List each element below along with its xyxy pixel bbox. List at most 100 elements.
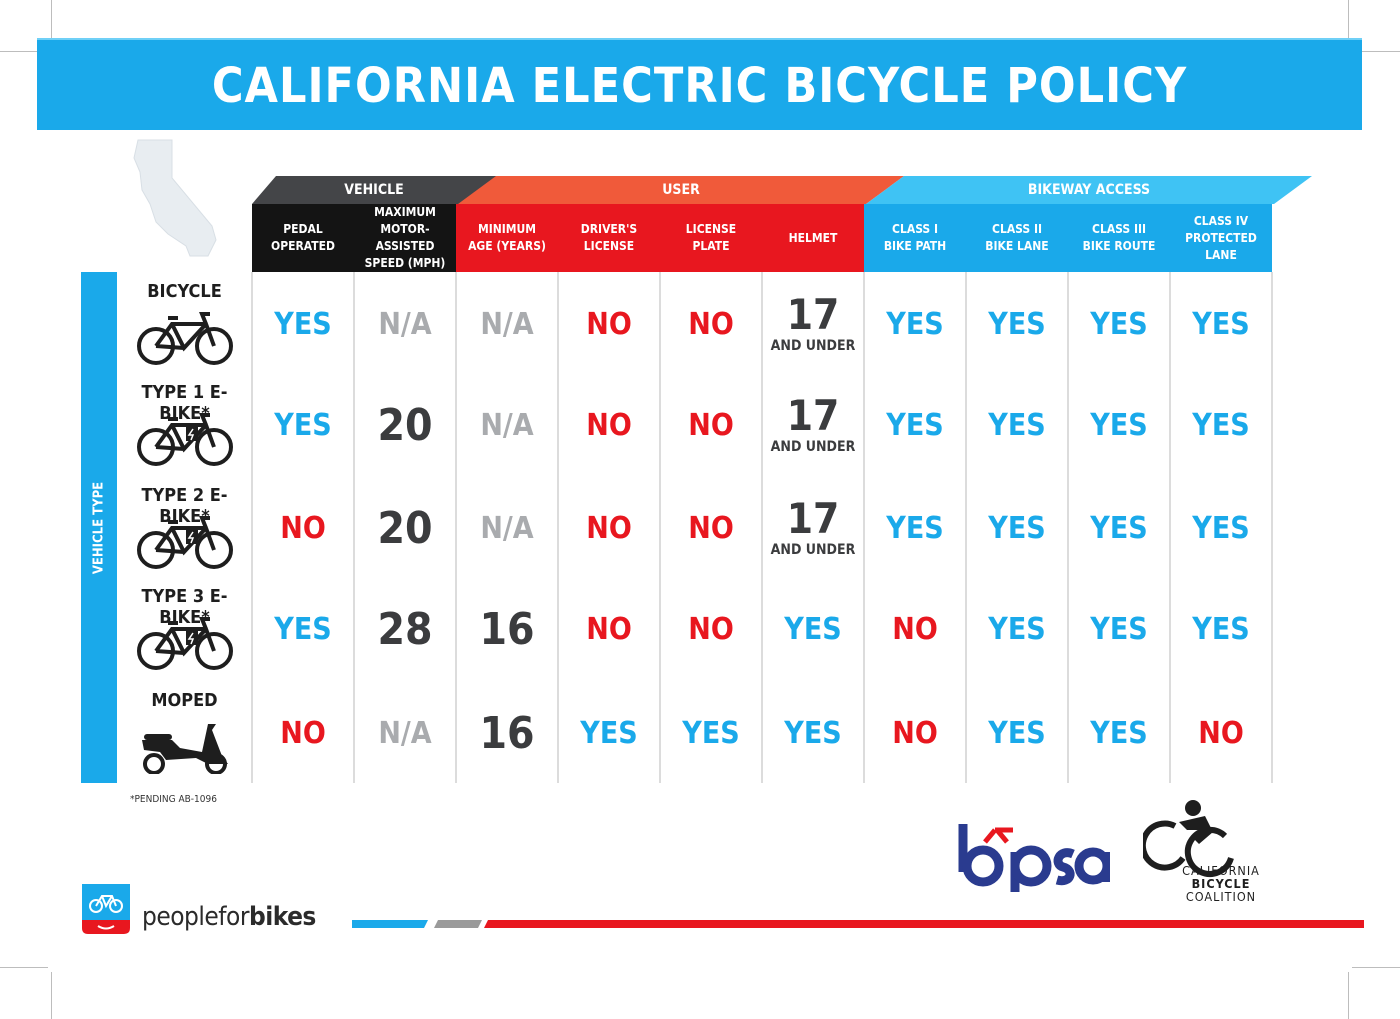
cell-value: YES [1192, 306, 1250, 342]
ebike-icon [137, 413, 233, 466]
cell-helmet: 17 AND UNDER [762, 274, 864, 374]
cell-class-4: YES [1170, 375, 1272, 475]
cell-drivers-license: NO [558, 375, 660, 475]
cell-value: NO [586, 306, 632, 342]
cell-max-speed: 20 [354, 478, 456, 578]
cell-value: YES [886, 306, 944, 342]
cell-value: N/A [378, 306, 432, 342]
cell-value: NO [892, 715, 938, 751]
column-header-class-4: CLASS IV PROTECTED LANE [1170, 204, 1272, 272]
cell-value: N/A [480, 306, 534, 342]
cell-max-speed: 28 [354, 579, 456, 679]
row-label-moped: MOPED [151, 690, 218, 711]
cell-value: YES [274, 611, 332, 647]
cell-value: YES [784, 715, 842, 751]
title-banner: CALIFORNIA ELECTRIC BICYCLE POLICY [37, 38, 1362, 130]
cell-value: NO [688, 306, 734, 342]
cell-class-3: YES [1068, 375, 1170, 475]
cell-value: YES [274, 407, 332, 443]
cell-class-2: YES [966, 478, 1068, 578]
ebike-icon [137, 516, 233, 569]
cell-value: YES [988, 715, 1046, 751]
cell-helmet: YES [762, 683, 864, 783]
moped-icon [142, 724, 228, 774]
cell-value: 28 [377, 603, 433, 655]
column-header-license-plate: LICENSE PLATE [660, 204, 762, 272]
cell-class-4: NO [1170, 683, 1272, 783]
cell-drivers-license: NO [558, 579, 660, 679]
group-header-bikeway-access: BIKEWAY ACCESS [866, 176, 1312, 204]
group-header-user: USER [458, 176, 904, 204]
cell-value: 16 [479, 707, 535, 759]
column-divider [251, 272, 253, 783]
bpsa-logo [958, 824, 1110, 892]
cell-license-plate: NO [660, 274, 762, 374]
cell-pedal-operated: YES [252, 579, 354, 679]
column-divider [863, 272, 865, 783]
cell-value: YES [988, 407, 1046, 443]
crop-mark [1348, 0, 1349, 48]
cell-class-3: YES [1068, 478, 1170, 578]
cell-class-2: YES [966, 683, 1068, 783]
cell-max-speed: N/A [354, 683, 456, 783]
cell-value: YES [1090, 306, 1148, 342]
cell-value: YES [580, 715, 638, 751]
cell-value: YES [274, 306, 332, 342]
cell-class-1: YES [864, 274, 966, 374]
cell-value: YES [784, 611, 842, 647]
cell-value: YES [1192, 611, 1250, 647]
cell-value: YES [1090, 611, 1148, 647]
cell-value: N/A [378, 715, 432, 751]
cell-license-plate: NO [660, 375, 762, 475]
cell-class-1: NO [864, 683, 966, 783]
bicycle-icon [137, 312, 233, 365]
cell-value: NO [280, 510, 326, 546]
column-header-class-2: CLASS II BIKE LANE [966, 204, 1068, 272]
cell-pedal-operated: YES [252, 375, 354, 475]
cell-value: NO [688, 611, 734, 647]
cbc-line-2: BICYCLE [1191, 876, 1251, 891]
column-divider [455, 272, 457, 783]
cell-value: 17 [786, 494, 840, 543]
cell-pedal-operated: NO [252, 478, 354, 578]
pfb-wordmark-bold: bikes [248, 902, 316, 932]
cbc-line-1: CALIFORNIA [1182, 863, 1260, 878]
cell-minimum-age: N/A [456, 274, 558, 374]
column-header-minimum-age: MINIMUM AGE (YEARS) [456, 204, 558, 272]
cell-class-4: YES [1170, 274, 1272, 374]
cell-minimum-age: N/A [456, 478, 558, 578]
crop-mark [51, 972, 52, 1019]
cell-value: YES [1192, 407, 1250, 443]
cell-value: NO [586, 407, 632, 443]
cell-class-4: YES [1170, 478, 1272, 578]
cell-class-2: YES [966, 375, 1068, 475]
cell-value: 20 [377, 399, 433, 451]
crop-mark [0, 967, 48, 968]
cell-value: YES [886, 510, 944, 546]
cell-value: NO [688, 510, 734, 546]
cell-helmet: 17 AND UNDER [762, 478, 864, 578]
cell-max-speed: 20 [354, 375, 456, 475]
column-divider [965, 272, 967, 783]
cell-pedal-operated: NO [252, 683, 354, 783]
cell-value: YES [1090, 715, 1148, 751]
column-divider [353, 272, 355, 783]
cell-value: NO [1198, 715, 1244, 751]
crop-mark [1352, 51, 1400, 52]
cell-class-3: YES [1068, 579, 1170, 679]
cell-value: YES [988, 510, 1046, 546]
column-divider [1067, 272, 1069, 783]
cell-value: 16 [479, 603, 535, 655]
footer-stripes [352, 920, 1364, 928]
column-header-class-3: CLASS III BIKE ROUTE [1068, 204, 1170, 272]
column-header-pedal-operated: PEDAL OPERATED [252, 204, 354, 272]
cell-value: 17 [786, 290, 840, 339]
cell-value: NO [280, 715, 326, 751]
cbc-line-3: COALITION [1185, 889, 1257, 904]
vehicle-type-bar: VEHICLE TYPE [81, 272, 117, 783]
crop-mark [1352, 967, 1400, 968]
cell-minimum-age: 16 [456, 683, 558, 783]
cell-drivers-license: YES [558, 683, 660, 783]
crop-mark [1348, 972, 1349, 1019]
column-divider [557, 272, 559, 783]
